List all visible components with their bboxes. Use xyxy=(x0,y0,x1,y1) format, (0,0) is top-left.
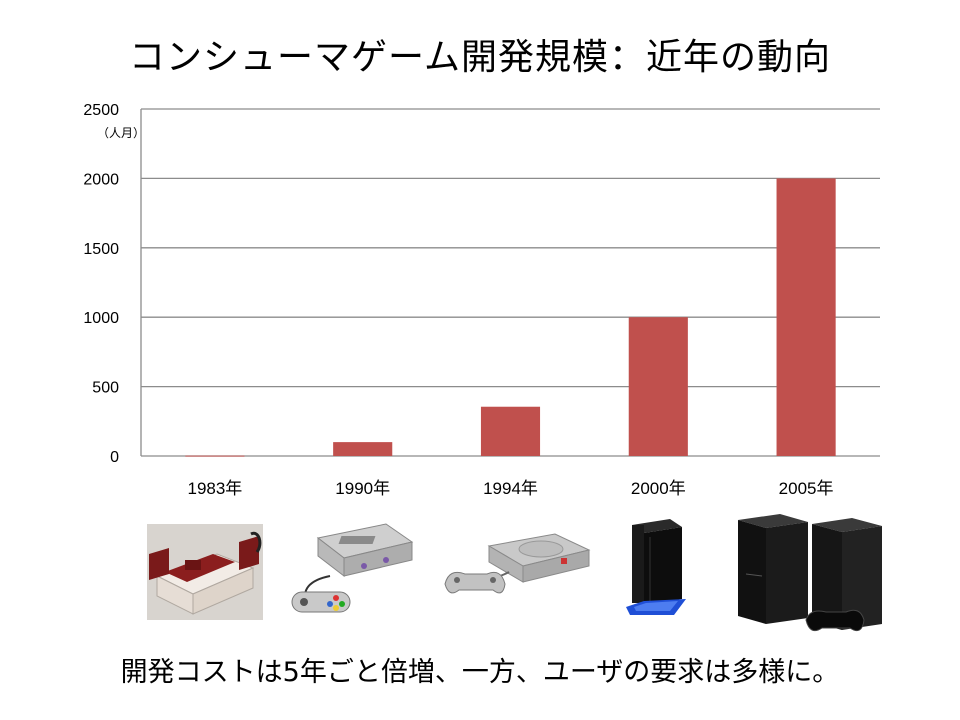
x-tick-label: 1990年 xyxy=(335,479,390,498)
bar xyxy=(333,442,393,456)
bar xyxy=(628,317,688,456)
y-tick-label: 1500 xyxy=(83,241,119,258)
bar xyxy=(185,455,245,457)
bars xyxy=(185,178,836,457)
bar-chart: 0 500 1000 1500 2000 2500 1983年 1990年 1994年 2000… xyxy=(83,102,880,498)
y-tick-label: 1000 xyxy=(83,310,119,327)
bar xyxy=(776,178,836,456)
x-axis-ticks: 1983年 1990年 1994年 2000年 2005年 xyxy=(187,479,833,498)
playstation3-console-icon xyxy=(738,514,882,632)
bar xyxy=(480,406,541,456)
slide-caption: 開発コストは5年ごと倍増、一方、ユーザの要求は多様に。 xyxy=(120,657,840,688)
y-tick-label: 0 xyxy=(110,449,119,466)
y-tick-label: 2500 xyxy=(83,102,119,119)
y-axis-unit-label: （人月） xyxy=(97,126,145,140)
y-axis-ticks: 0 500 1000 1500 2000 2500 xyxy=(83,102,119,466)
y-tick-label: 500 xyxy=(92,380,119,397)
y-tick-label: 2000 xyxy=(83,171,119,188)
x-tick-label: 2005年 xyxy=(779,479,834,498)
x-tick-label: 1983年 xyxy=(187,479,242,498)
grid-lines xyxy=(140,108,880,457)
x-tick-label: 1994年 xyxy=(483,479,538,498)
slide-title: コンシューマゲーム開発規模：近年の動向 xyxy=(129,37,831,78)
playstation-console-icon xyxy=(444,533,591,594)
super-famicom-console-icon xyxy=(291,523,414,613)
playstation2-console-icon xyxy=(626,519,686,615)
x-tick-label: 2000年 xyxy=(631,479,686,498)
famicom-console-icon xyxy=(147,524,263,620)
